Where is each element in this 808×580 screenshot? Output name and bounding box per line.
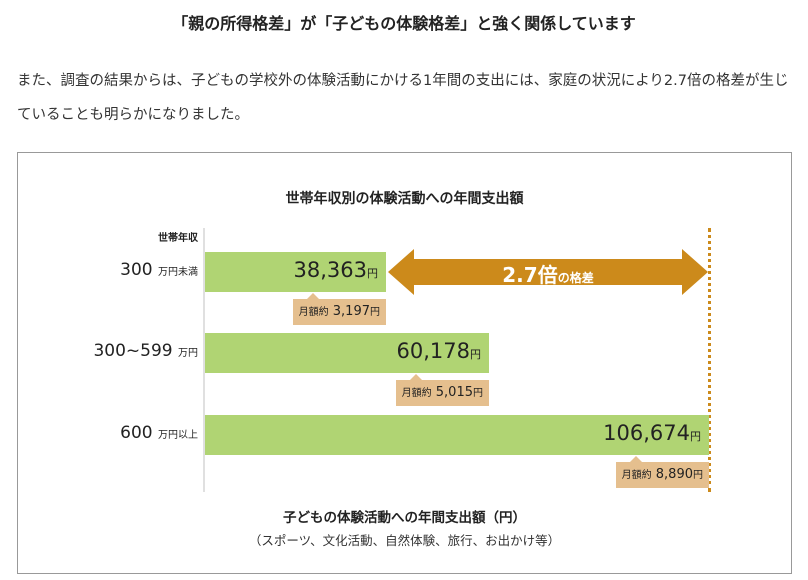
bar: 60,178円 [205, 333, 489, 373]
y-axis-line [203, 228, 205, 492]
category-unit: 万円以上 [158, 430, 198, 441]
monthly-unit: 円 [693, 470, 703, 481]
monthly-prefix: 月額約 [401, 388, 432, 399]
category-label: 300 万円未満 [60, 260, 198, 280]
monthly-callout: 月額約 8,890円 [615, 456, 709, 488]
monthly-prefix: 月額約 [298, 307, 329, 318]
bar-value-label: 106,674円 [603, 421, 701, 445]
bar-value: 106,674 [603, 421, 690, 445]
max-reference-line [708, 228, 711, 492]
chart-frame [17, 152, 792, 574]
monthly-prefix: 月額約 [621, 470, 652, 481]
bar: 106,674円 [205, 415, 709, 455]
bar-value: 60,178 [396, 339, 470, 363]
category-label: 600 万円以上 [60, 423, 198, 443]
x-axis-title: 子どもの体験活動への年間支出額（円） [283, 510, 526, 526]
page-heading: 「親の所得格差」が「子どもの体験格差」と強く関係しています [172, 14, 636, 33]
bar-value-unit: 円 [367, 267, 378, 280]
bar-value-unit: 円 [470, 348, 481, 361]
monthly-callout: 月額約 5,015円 [395, 374, 489, 406]
category-num: 300~599 [93, 341, 173, 361]
intro-paragraph: また、調査の結果からは、子どもの学校外の体験活動にかける1年間の支出には、家庭の… [17, 73, 789, 123]
monthly-callout: 月額約 3,197円 [292, 293, 386, 325]
gap-double-arrow [388, 249, 708, 295]
bar-value-label: 38,363円 [294, 258, 378, 282]
chart-title: 世帯年収別の体験活動への年間支出額 [285, 191, 524, 207]
monthly-value: 8,890 [655, 467, 693, 482]
category-unit: 万円 [178, 348, 198, 359]
gap-annotation: 2.7倍の格差 [388, 259, 708, 288]
monthly-value: 3,197 [332, 304, 370, 319]
monthly-value: 5,015 [435, 385, 473, 400]
x-axis-subtitle: （スポーツ、文化活動、自然体験、旅行、お出かけ等） [248, 533, 561, 548]
bar-value-unit: 円 [690, 430, 701, 443]
bar-value-label: 60,178円 [397, 339, 481, 363]
gap-suffix: の格差 [557, 271, 594, 285]
category-num: 300 [120, 260, 153, 280]
category-label: 300~599 万円 [60, 341, 198, 361]
category-unit: 万円未満 [158, 267, 198, 278]
y-axis-title: 世帯年収 [158, 233, 198, 244]
monthly-unit: 円 [370, 307, 380, 318]
category-num: 600 [120, 423, 153, 443]
bar: 38,363円 [205, 252, 386, 292]
gap-ratio: 2.7倍 [502, 263, 558, 287]
monthly-unit: 円 [473, 388, 483, 399]
bar-value: 38,363 [293, 258, 367, 282]
